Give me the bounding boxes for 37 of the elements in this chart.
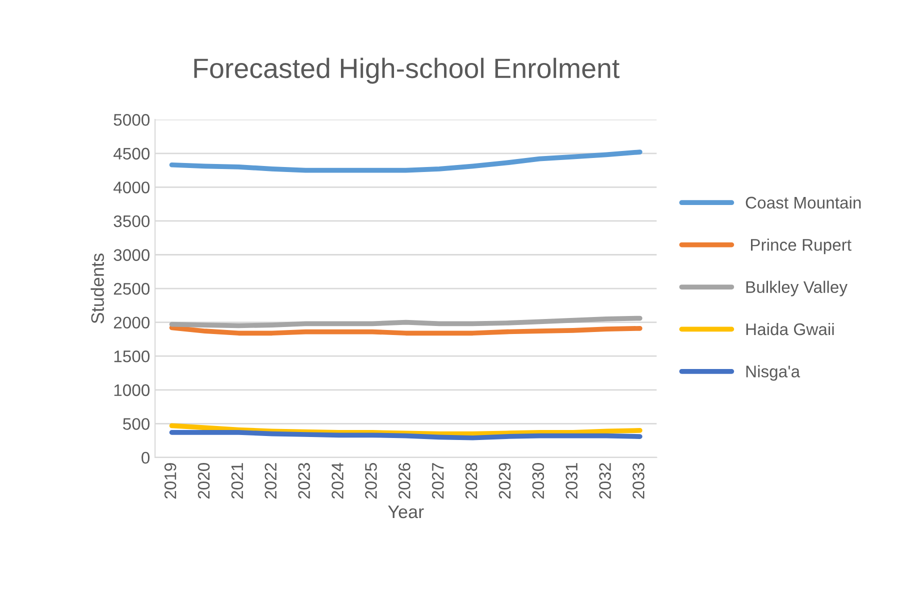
y-tick-label: 5000: [114, 114, 150, 126]
x-tick-label: 2019: [164, 463, 176, 499]
x-tick-label: 2025: [365, 463, 377, 499]
y-tick-label: 1000: [114, 384, 150, 396]
chart-title: Forecasted High-school Enrolment: [194, 58, 620, 84]
line-series: [169, 423, 642, 436]
y-tick-label: 3500: [114, 215, 150, 228]
y-tick-label: 0: [142, 452, 150, 464]
line-series: [169, 150, 642, 173]
x-tick-label: 2023: [298, 463, 310, 499]
y-tick-label: 1500: [114, 350, 150, 362]
y-tick-label: 4000: [113, 182, 150, 194]
legend-label: Prince Rupert: [751, 238, 852, 254]
y-axis-title: Students: [90, 254, 104, 324]
y-tick-label: 2000: [114, 316, 150, 329]
x-tick-label: 2029: [498, 463, 511, 499]
x-tick-label: 2022: [264, 463, 277, 499]
x-tick-label: 2033: [632, 463, 644, 499]
x-tick-label: 2020: [198, 462, 210, 499]
x-tick-label: 2027: [432, 463, 444, 499]
x-tick-label: 2021: [231, 463, 244, 499]
legend-label: Bulkley Valley: [746, 280, 848, 296]
legend-label: Haida Gwaii: [746, 322, 834, 336]
y-tick-label: 4500: [113, 148, 150, 160]
legend-label: Coast Mountain: [746, 196, 861, 209]
x-tick-label: 2032: [599, 463, 611, 499]
x-axis-title: Year: [388, 506, 424, 518]
legend-label: Nisga'a: [746, 365, 800, 381]
x-tick-label: 2028: [465, 463, 478, 499]
y-tick-label: 2500: [114, 282, 150, 295]
x-tick-label: 2024: [332, 462, 344, 499]
y-tick-label: 3000: [114, 249, 150, 261]
x-tick-label: 2030: [532, 462, 544, 499]
x-tick-label: 2026: [398, 463, 410, 499]
y-tick-label: 500: [123, 418, 150, 430]
x-tick-label: 2031: [566, 463, 578, 499]
line-series: [169, 316, 642, 328]
